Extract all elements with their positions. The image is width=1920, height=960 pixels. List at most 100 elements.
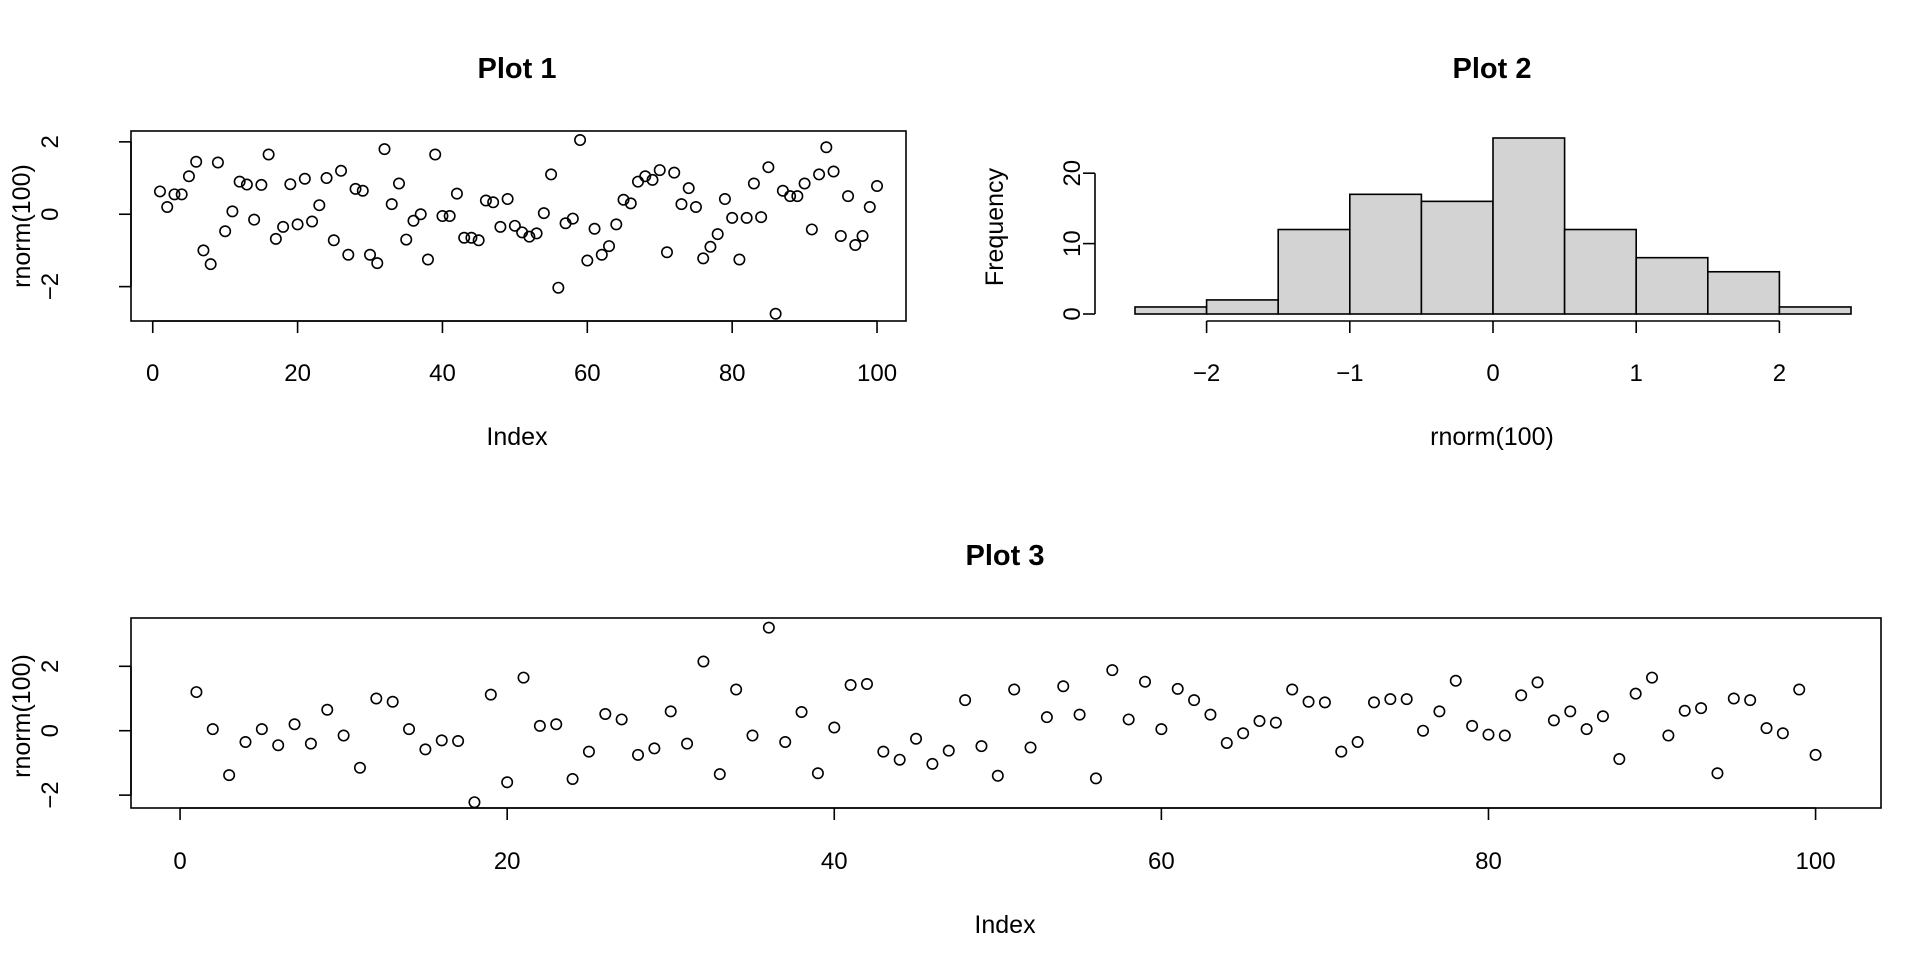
plot-2-y-tick-label: 0: [1059, 307, 1086, 320]
plot-1-point: [675, 198, 688, 211]
plot-2-bar: [1134, 306, 1208, 315]
plot-1-point: [545, 168, 558, 181]
plot-1-point: [429, 148, 442, 161]
plot-3-point: [272, 739, 285, 752]
plot-1-point: [624, 197, 637, 210]
plot-3-point: [255, 723, 268, 736]
plot-3-point: [959, 694, 972, 707]
plot-3-point: [517, 671, 530, 684]
plot-1-point: [834, 229, 847, 242]
plot-2-y-axis-label: Frequency: [981, 167, 1009, 286]
plot-1-point: [537, 207, 550, 220]
plot-3-point: [1335, 745, 1348, 758]
plot-3-x-tick-label: 40: [821, 848, 848, 875]
plot-1-point: [364, 248, 377, 261]
plot-1-point: [153, 185, 166, 198]
plot-3-y-axis-label: rnorm(100): [8, 654, 36, 778]
plot-1-point: [385, 198, 398, 211]
plot-1-point: [617, 193, 630, 206]
plot-3-point: [223, 769, 236, 782]
plot-3-point: [1139, 675, 1152, 688]
plot-3-point: [1466, 719, 1479, 732]
plot-3-point: [190, 686, 203, 699]
plot-3-point: [337, 729, 350, 742]
plot-1-y-tick-label: 0: [37, 208, 64, 221]
plot-3-point: [1318, 696, 1331, 709]
plot-3-point: [1727, 692, 1740, 705]
plot-3-point: [1057, 680, 1070, 693]
plot-2-y-tick-label: 20: [1059, 160, 1086, 187]
plot-1-point: [472, 234, 485, 247]
plot-2-bar: [1635, 256, 1709, 315]
plot-3-point: [1564, 705, 1577, 718]
plot-3-point: [566, 773, 579, 786]
plot-2-bar: [1778, 306, 1852, 315]
plot-1-point: [791, 190, 804, 203]
plot-1-point: [776, 184, 789, 197]
plot-3-point: [844, 678, 857, 691]
plot-1-point: [458, 231, 471, 244]
plot-3-x-tick-label: 80: [1475, 848, 1502, 875]
plot-1-x-tick-label: 100: [857, 360, 897, 387]
plot-1-point: [581, 254, 594, 267]
plot-1-point: [566, 212, 579, 225]
plot-1-point: [863, 201, 876, 214]
plot-3-point: [1646, 671, 1659, 684]
plot-1-point: [349, 182, 362, 195]
plot-3-point: [860, 678, 873, 691]
plot-1-point: [161, 201, 174, 214]
plot-3-point: [730, 683, 743, 696]
plot-1-point: [175, 188, 188, 201]
plot-3-point: [1302, 695, 1315, 708]
plot-1-point: [653, 164, 666, 177]
plot-3-point: [697, 655, 710, 668]
plot-1-point: [371, 257, 384, 270]
plot-2-bar: [1205, 299, 1279, 315]
plot-2-bar: [1420, 200, 1494, 315]
plot-1-point: [530, 227, 543, 240]
plot-1-point: [610, 218, 623, 231]
plot-3-point: [795, 706, 808, 719]
plot-1-point: [798, 177, 811, 190]
plot-1-y-tick-label: −2: [37, 273, 64, 300]
plot-1-point: [842, 190, 855, 203]
plot-1-title: Plot 1: [478, 53, 557, 85]
plot-1-point: [277, 220, 290, 233]
plot-3-point: [1367, 696, 1380, 709]
plot-3-point: [1400, 693, 1413, 706]
plot-3-point: [1547, 714, 1560, 727]
plot-1-point: [335, 164, 348, 177]
plot-1-point: [320, 172, 333, 185]
plot-2-x-tick-label: 2: [1773, 360, 1786, 387]
plot-1-point: [378, 143, 391, 156]
plot-3-point: [321, 703, 334, 716]
plot-3-point: [550, 718, 563, 731]
plot-1-point: [784, 190, 797, 203]
plot-3-point: [713, 768, 726, 781]
plot-1-x-tick-label: 20: [284, 360, 311, 387]
plot-3-point: [1417, 724, 1430, 737]
plot-3-point: [533, 719, 546, 732]
plot-1-point: [443, 210, 456, 223]
plot-3-point: [599, 707, 612, 720]
plot-1-point: [508, 219, 521, 232]
plot-1-point: [603, 240, 616, 253]
plot-2-y-tick-label: 10: [1059, 230, 1086, 257]
plot-3-point: [1089, 772, 1102, 785]
plot-3-point: [1433, 705, 1446, 718]
plot-3-point: [910, 732, 923, 745]
plot-3-x-tick-label: 20: [494, 848, 521, 875]
plot-3-point: [501, 776, 514, 789]
plot-1-point: [255, 178, 268, 191]
plot-1-point: [414, 208, 427, 221]
plot-1-y-tick-label: 2: [37, 135, 64, 148]
plot-3-point: [1711, 767, 1724, 780]
plot-3-y-tick-label: 2: [37, 660, 64, 673]
plot-1-point: [588, 222, 601, 235]
plot-1-x-tick-label: 80: [719, 360, 746, 387]
plot-1-point: [211, 156, 224, 169]
plot-2-x-tick-label: −2: [1193, 360, 1220, 387]
plot-3-point: [370, 692, 383, 705]
plot-3-point: [1580, 723, 1593, 736]
